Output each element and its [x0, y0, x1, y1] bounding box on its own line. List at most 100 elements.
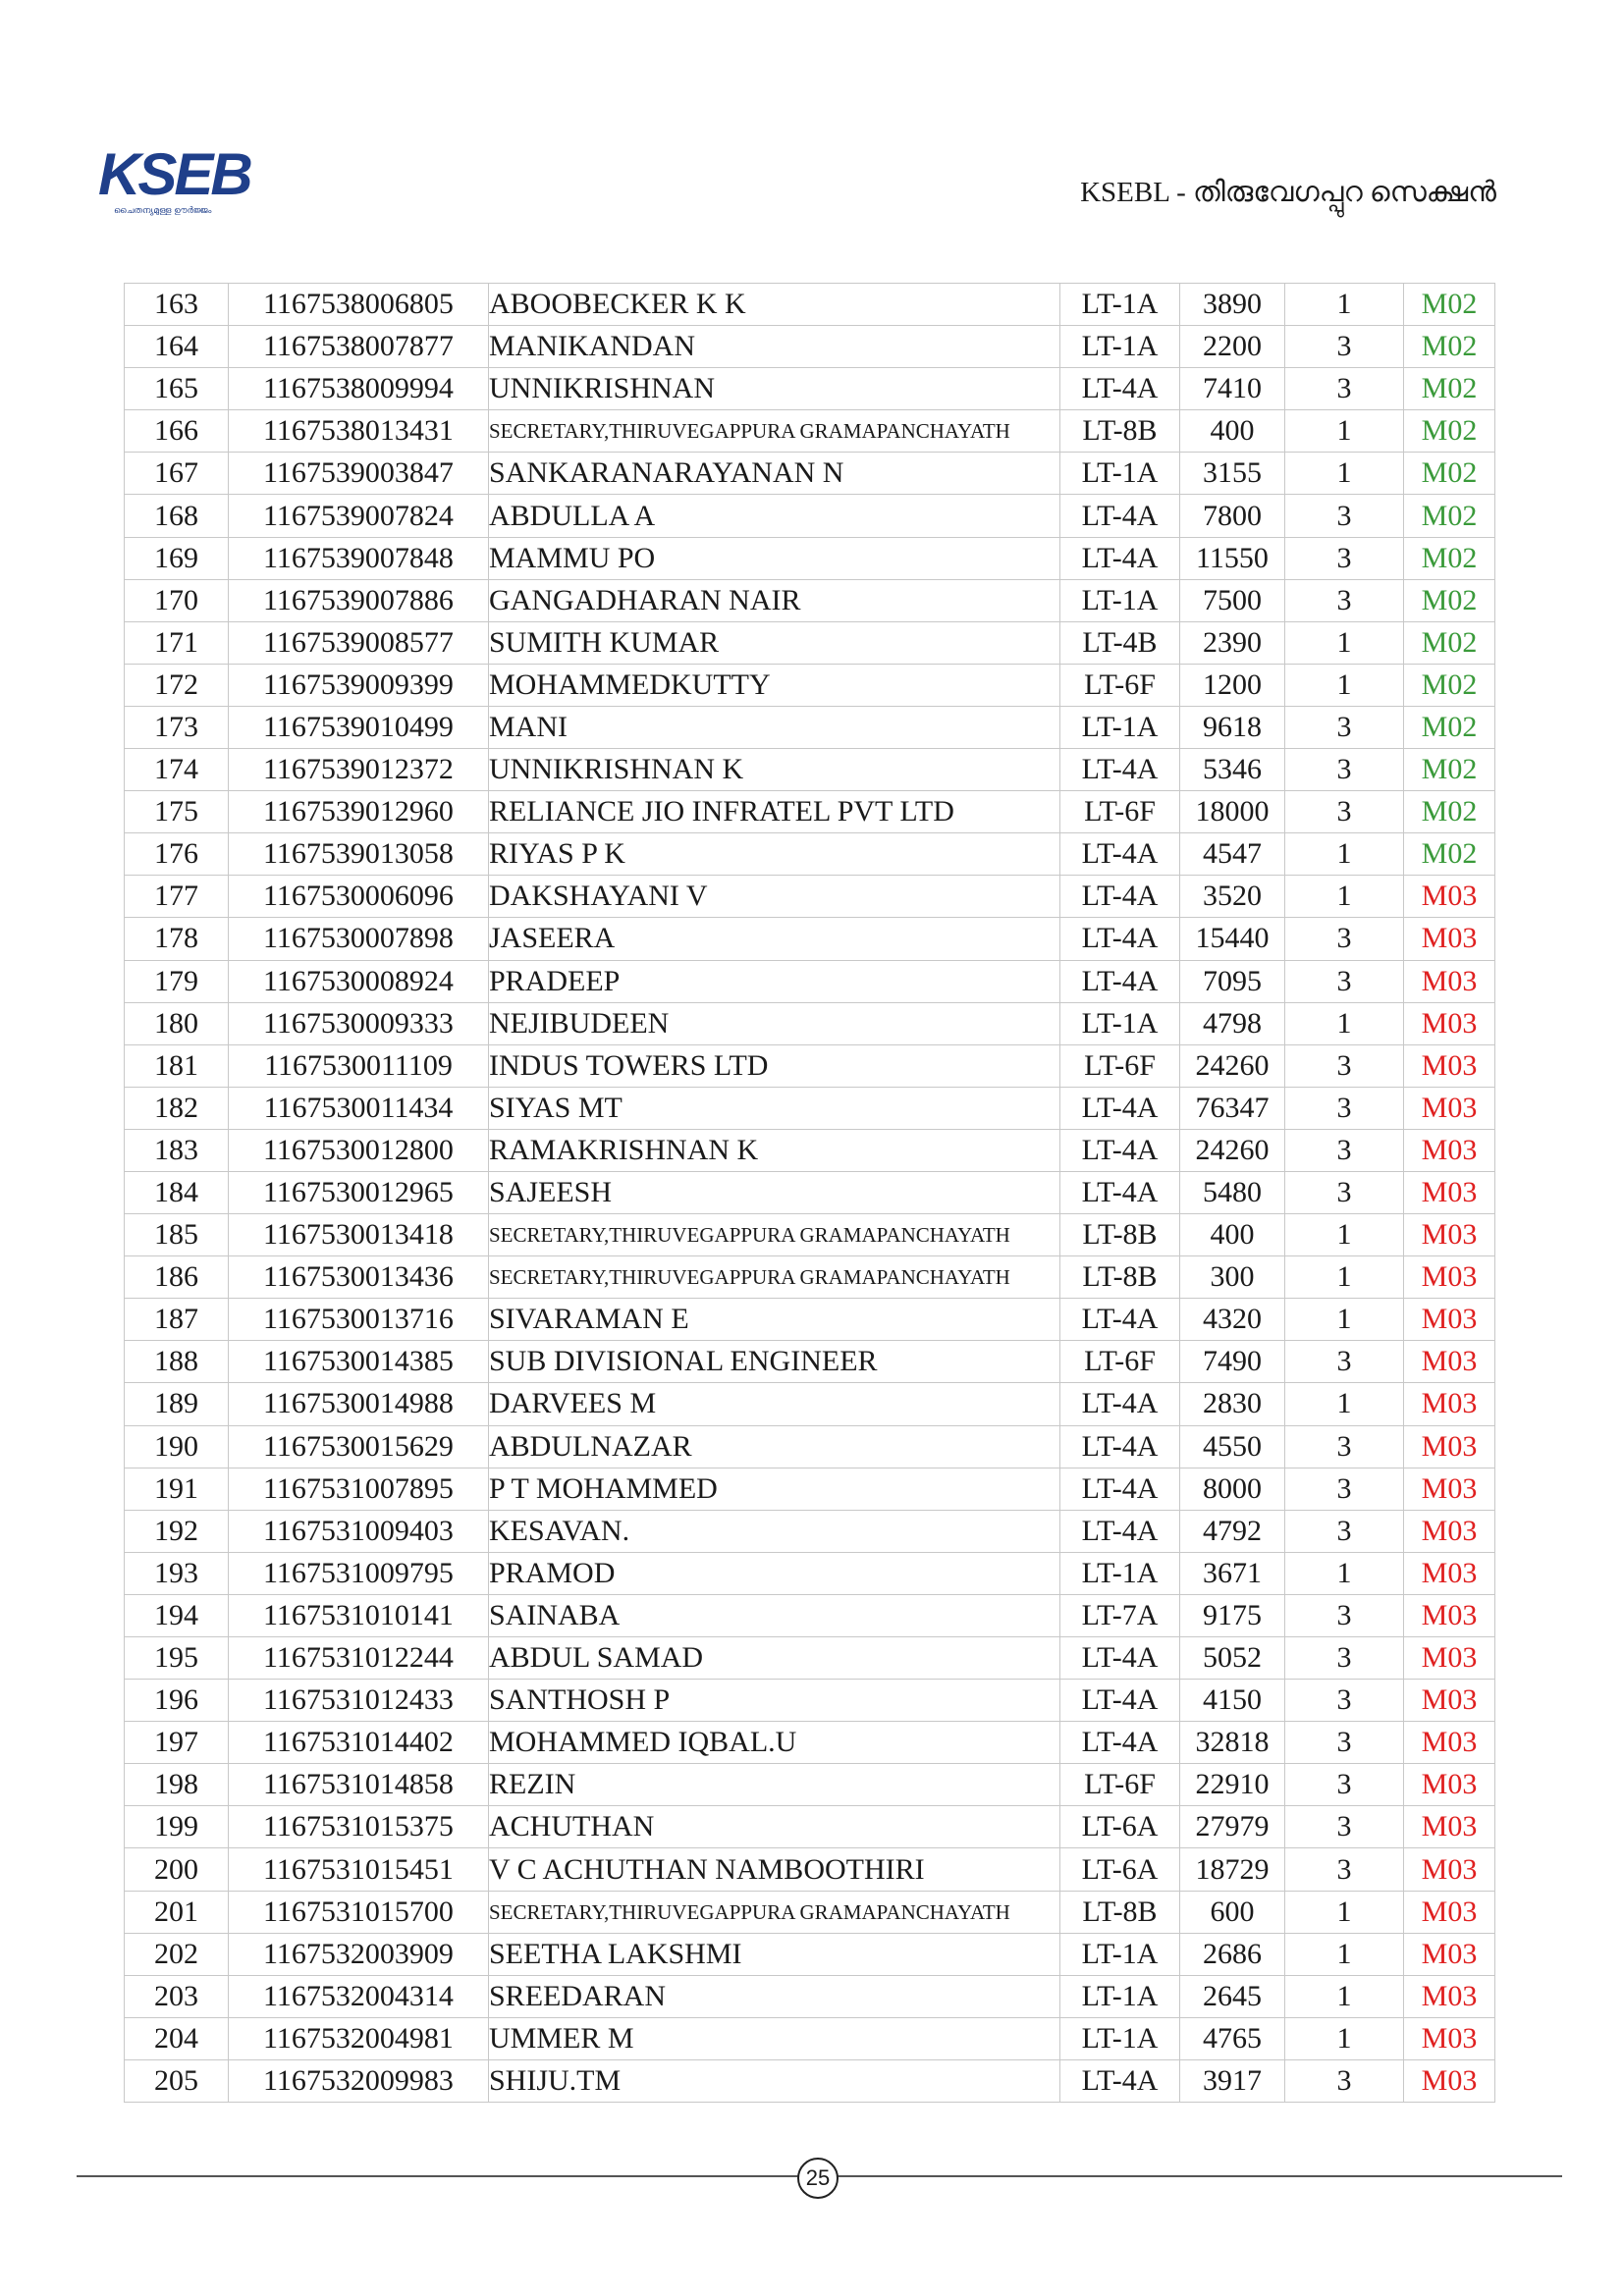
phase-cell: 1 [1284, 1298, 1404, 1342]
table-row: 174 1167539012372 UNNIKRISHNAN K LT-4A 5346 3… [124, 748, 1495, 792]
consumer-number-cell: 1167530011434 [228, 1086, 489, 1130]
table-row: 199 1167531015375 ACHUTHAN LT-6A 27979 3 M03 [124, 1805, 1495, 1849]
phase-cell: 1 [1284, 1382, 1404, 1426]
meter-reading-code-cell: M03 [1403, 875, 1495, 919]
consumer-table: 163 1167538006805 ABOOBECKER K K LT-1A 3890 1… [124, 282, 1495, 2104]
consumer-table-body: 163 1167538006805 ABOOBECKER K K LT-1A 3890 1… [124, 282, 1495, 2104]
consumer-name-cell: REZIN [488, 1763, 1060, 1807]
consumer-name-cell: ABDULNAZAR [488, 1424, 1060, 1468]
consumer-name-cell: MOHAMMED IQBAL.U [488, 1721, 1060, 1765]
consumer-number-cell: 1167539007886 [228, 578, 489, 622]
meter-reading-code-cell: M03 [1403, 1847, 1495, 1892]
table-row: 194 1167531010141 SAINABA LT-7A 9175 3 M03 [124, 1593, 1495, 1638]
consumer-name-cell: SECRETARY,THIRUVEGAPPURA GRAMAPANCHAYATH [488, 1255, 1060, 1300]
meter-reading-code-cell: M03 [1403, 2016, 1495, 2060]
table-row: 170 1167539007886 GANGADHARAN NAIR LT-1A 750… [124, 578, 1495, 622]
consumer-name-cell: SIVARAMAN E [488, 1298, 1060, 1342]
consumer-number-cell: 1167532004981 [228, 2016, 489, 2060]
serial-number-cell: 191 [124, 1467, 229, 1511]
phase-cell: 3 [1284, 1847, 1404, 1892]
connected-load-cell: 22910 [1179, 1763, 1285, 1807]
connected-load-cell: 24260 [1179, 1128, 1285, 1172]
phase-cell: 1 [1284, 663, 1404, 707]
meter-reading-code-cell: M03 [1403, 1170, 1495, 1215]
table-row: 175 1167539012960 RELIANCE JIO INFRATEL PV… [124, 790, 1495, 834]
table-row: 186 1167530013436 SECRETARY,THIRUVEGAPPURA… [124, 1255, 1495, 1300]
connected-load-cell: 7800 [1179, 494, 1285, 538]
serial-number-cell: 187 [124, 1298, 229, 1342]
phase-cell: 3 [1284, 494, 1404, 538]
table-row: 165 1167538009994 UNNIKRISHNAN LT-4A 7410 3 M0… [124, 367, 1495, 411]
connected-load-cell: 2390 [1179, 620, 1285, 665]
phase-cell: 1 [1284, 1890, 1404, 1934]
phase-cell: 3 [1284, 325, 1404, 369]
tariff-cell: LT-1A [1059, 325, 1180, 369]
meter-reading-code-cell: M03 [1403, 1805, 1495, 1849]
phase-cell: 1 [1284, 2016, 1404, 2060]
meter-reading-code-cell: M02 [1403, 452, 1495, 496]
consumer-number-cell: 1167530009333 [228, 1001, 489, 1045]
serial-number-cell: 175 [124, 790, 229, 834]
connected-load-cell: 4792 [1179, 1509, 1285, 1553]
tariff-cell: LT-1A [1059, 578, 1180, 622]
serial-number-cell: 194 [124, 1593, 229, 1638]
meter-reading-code-cell: M03 [1403, 1974, 1495, 2018]
table-row: 195 1167531012244 ABDUL SAMAD LT-4A 5052 3 M03 [124, 1635, 1495, 1681]
serial-number-cell: 201 [124, 1890, 229, 1934]
connected-load-cell: 3890 [1179, 282, 1285, 327]
tariff-cell: LT-4A [1059, 1128, 1180, 1172]
consumer-name-cell: RELIANCE JIO INFRATEL PVT LTD [488, 790, 1060, 834]
connected-load-cell: 27979 [1179, 1805, 1285, 1849]
consumer-number-cell: 1167530013418 [228, 1213, 489, 1257]
consumer-number-cell: 1167530014988 [228, 1382, 489, 1426]
connected-load-cell: 5480 [1179, 1170, 1285, 1215]
consumer-number-cell: 1167539013058 [228, 832, 489, 877]
consumer-number-cell: 1167539009399 [228, 663, 489, 707]
tariff-cell: LT-8B [1059, 1213, 1180, 1257]
serial-number-cell: 168 [124, 494, 229, 538]
meter-reading-code-cell: M03 [1403, 1424, 1495, 1468]
logo-text: KSEB [98, 141, 253, 207]
consumer-name-cell: MANI [488, 705, 1060, 750]
consumer-name-cell: NEJIBUDEEN [488, 1001, 1060, 1045]
serial-number-cell: 192 [124, 1509, 229, 1553]
serial-number-cell: 169 [124, 536, 229, 580]
consumer-number-cell: 1167531010141 [228, 1593, 489, 1638]
meter-reading-code-cell: M03 [1403, 917, 1495, 961]
serial-number-cell: 205 [124, 2058, 229, 2104]
meter-reading-code-cell: M03 [1403, 1382, 1495, 1426]
consumer-name-cell: ABDULLA A [488, 494, 1060, 538]
phase-cell: 3 [1284, 1593, 1404, 1638]
serial-number-cell: 178 [124, 917, 229, 961]
table-row: 169 1167539007848 MAMMU PO LT-4A 11550 3 M02 [124, 536, 1495, 580]
tariff-cell: LT-1A [1059, 1932, 1180, 1976]
consumer-number-cell: 1167532009983 [228, 2058, 489, 2104]
connected-load-cell: 4320 [1179, 1298, 1285, 1342]
table-row: 173 1167539010499 MANI LT-1A 9618 3 M02 [124, 705, 1495, 750]
phase-cell: 3 [1284, 1635, 1404, 1681]
serial-number-cell: 198 [124, 1763, 229, 1807]
consumer-name-cell: SUB DIVISIONAL ENGINEER [488, 1340, 1060, 1384]
meter-reading-code-cell: M02 [1403, 620, 1495, 665]
meter-reading-code-cell: M03 [1403, 1551, 1495, 1595]
serial-number-cell: 186 [124, 1255, 229, 1300]
table-row: 201 1167531015700 SECRETARY,THIRUVEGAPPURA… [124, 1890, 1495, 1934]
tariff-cell: LT-6F [1059, 663, 1180, 707]
consumer-name-cell: MOHAMMEDKUTTY [488, 663, 1060, 707]
connected-load-cell: 2830 [1179, 1382, 1285, 1426]
phase-cell: 1 [1284, 282, 1404, 327]
table-row: 182 1167530011434 SIYAS MT LT-4A 76347 3 M03 [124, 1086, 1495, 1130]
consumer-name-cell: INDUS TOWERS LTD [488, 1043, 1060, 1088]
consumer-number-cell: 1167539007824 [228, 494, 489, 538]
consumer-number-cell: 1167538006805 [228, 282, 489, 327]
phase-cell: 1 [1284, 620, 1404, 665]
tariff-cell: LT-4A [1059, 536, 1180, 580]
table-row: 189 1167530014988 DARVEES M LT-4A 2830 1 M03 [124, 1382, 1495, 1426]
tariff-cell: LT-4A [1059, 1467, 1180, 1511]
serial-number-cell: 166 [124, 409, 229, 454]
consumer-number-cell: 1167530006096 [228, 875, 489, 919]
tariff-cell: LT-6A [1059, 1805, 1180, 1849]
meter-reading-code-cell: M03 [1403, 1593, 1495, 1638]
phase-cell: 1 [1284, 1213, 1404, 1257]
connected-load-cell: 4150 [1179, 1679, 1285, 1723]
